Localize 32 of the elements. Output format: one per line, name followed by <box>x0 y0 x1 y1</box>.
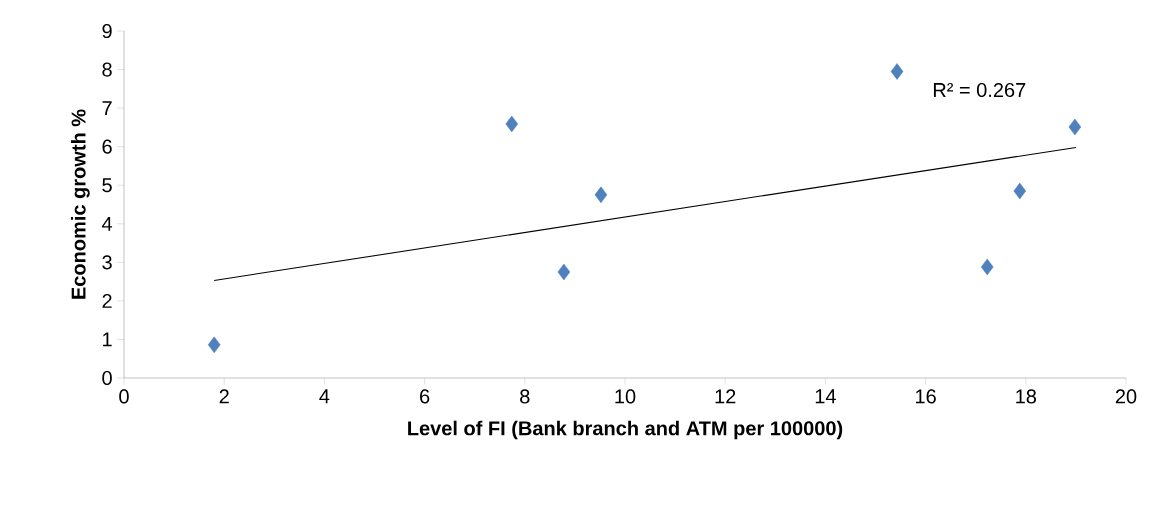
x-tick-label: 18 <box>1016 389 1037 404</box>
x-tick-label: 12 <box>715 389 736 404</box>
x-tick-label: 0 <box>119 389 129 404</box>
point <box>890 63 904 80</box>
point <box>557 263 571 281</box>
x-tick-label: 6 <box>420 389 430 404</box>
x-tick-label: 14 <box>815 389 836 404</box>
x-tick-label: 2 <box>219 389 229 404</box>
point <box>207 336 221 354</box>
x-tick-label: 4 <box>319 389 330 404</box>
point <box>594 186 608 204</box>
y-tick-label: 2 <box>102 293 112 308</box>
point <box>505 115 519 133</box>
y-tick-label: 1 <box>103 332 112 347</box>
point <box>980 258 994 276</box>
x-tick-label: 16 <box>916 389 936 404</box>
x-tick-label: 20 <box>1115 389 1137 404</box>
x-tick-label: 10 <box>615 389 636 404</box>
x-tick-label: 8 <box>520 389 530 404</box>
y-tick-label: 9 <box>102 23 112 39</box>
point <box>1013 182 1027 200</box>
y-tick-label: 3 <box>102 255 112 270</box>
y-axis-title: Economic growth % <box>70 109 90 299</box>
x-axis-title: Level of FI (Bank branch and ATM per 100000) <box>408 420 843 440</box>
y-tick-label: 4 <box>101 216 113 231</box>
point <box>1068 118 1082 136</box>
annotation: R² = 0.267 <box>933 82 1026 98</box>
y-tick-label: 0 <box>102 370 112 386</box>
y-tick-label: 8 <box>102 62 112 77</box>
y-tick-label: 6 <box>102 139 112 154</box>
y-tick-label: 7 <box>102 101 112 115</box>
y-tick-label: 5 <box>102 178 112 193</box>
